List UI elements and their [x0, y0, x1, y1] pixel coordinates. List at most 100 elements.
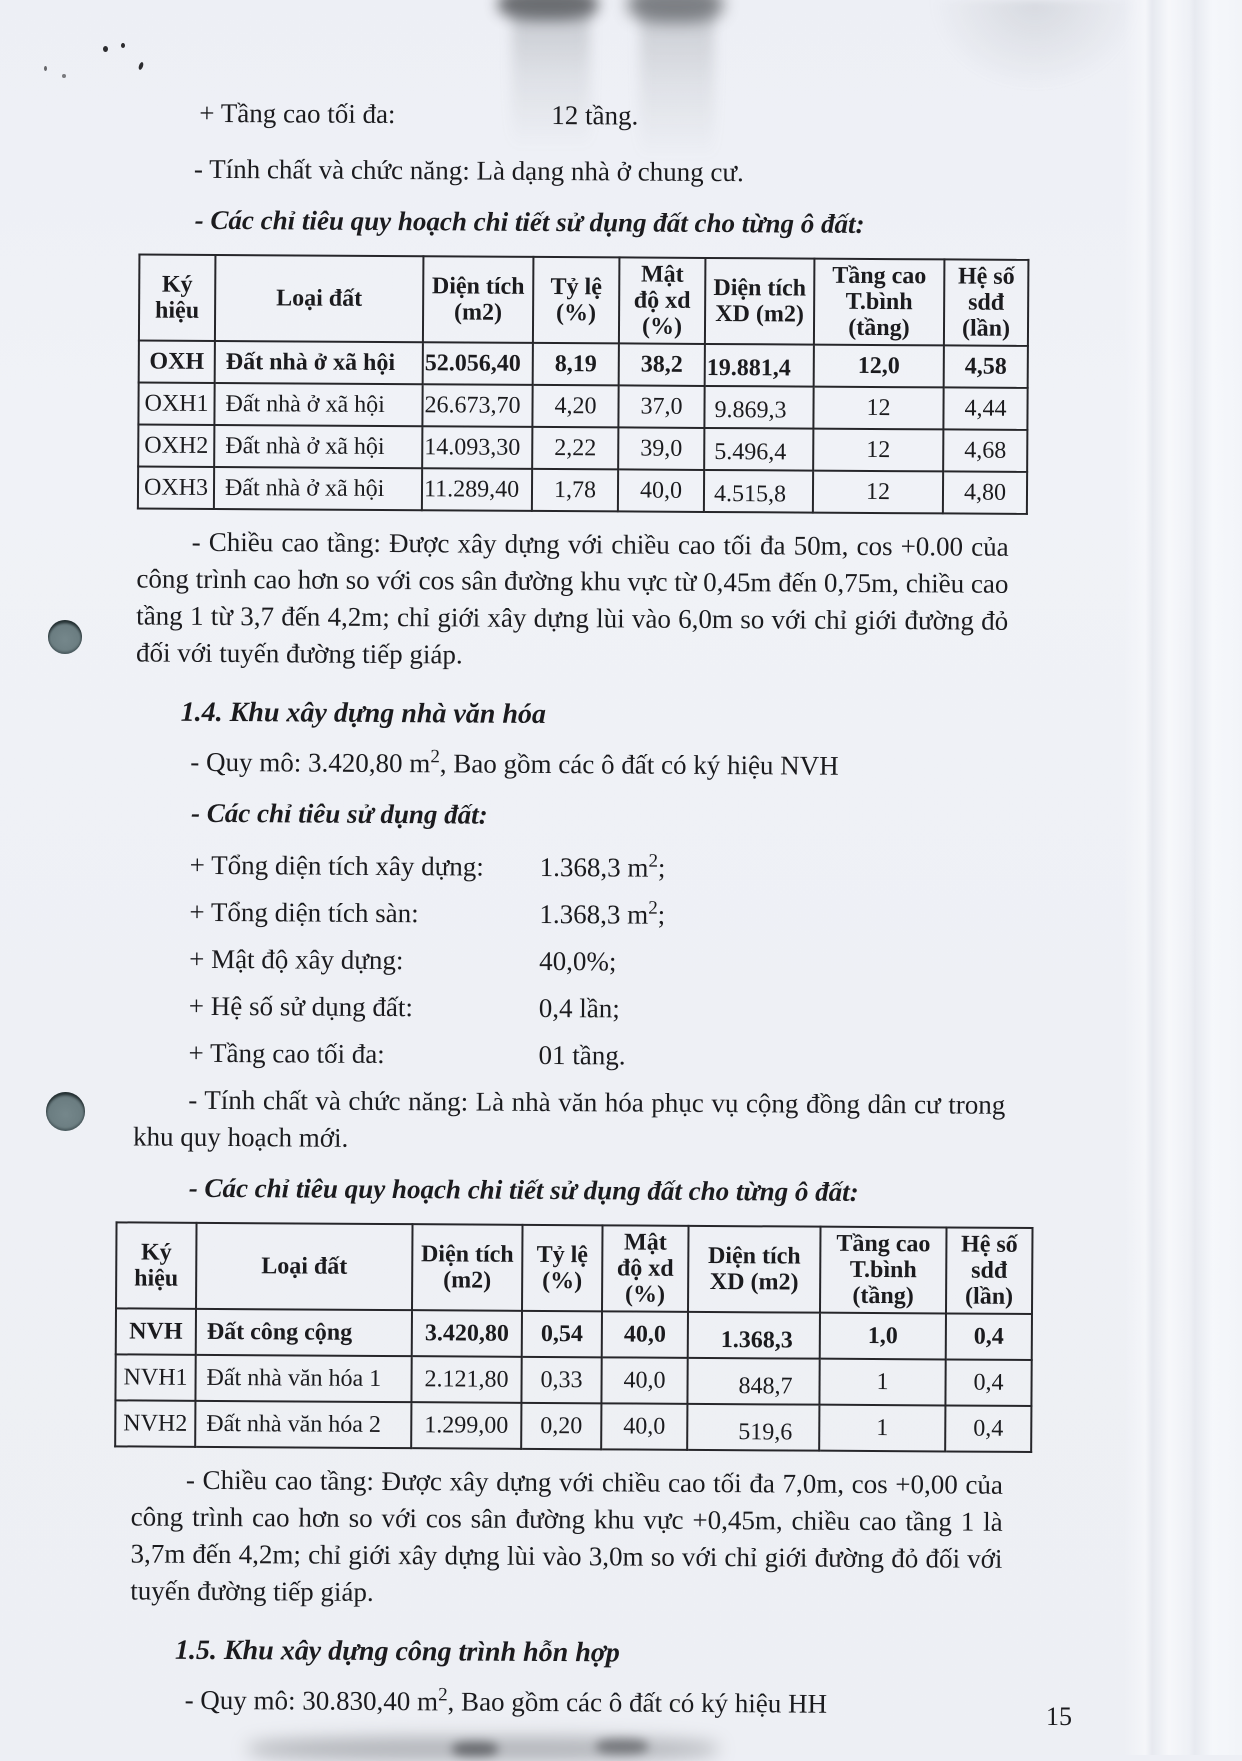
value-text: 1.368,3 m — [539, 899, 648, 930]
table-cell: 4.515,8 — [704, 470, 813, 513]
function-paragraph-1-4: - Tính chất và chức năng: Là nhà văn hóa… — [133, 1081, 1005, 1160]
table-cell: 8,19 — [533, 343, 619, 386]
indicator-label: + Tổng diện tích sàn: — [189, 894, 539, 932]
table-cell: 0,4 — [945, 1405, 1031, 1452]
table-cell: 0,4 — [945, 1359, 1031, 1406]
section-1-5-heading: 1.5. Khu xây dựng công trình hỗn hợp — [175, 1632, 1232, 1676]
table-cell: 0,33 — [521, 1357, 601, 1403]
table-cell: NVH — [116, 1308, 196, 1354]
table-cell: 19.881,4 — [705, 344, 814, 387]
table-cell: 3.420,80 — [412, 1310, 522, 1357]
value-text: 40,0% — [539, 946, 609, 976]
scale-text: - Quy mô: 30.830,40 m — [185, 1685, 439, 1717]
column-header: Tầng cao T.bình (tầng) — [820, 1227, 947, 1314]
value-tail: . — [619, 1040, 626, 1070]
indicator-value: 01 tầng. — [538, 1037, 625, 1074]
indicator-label: + Hệ số sử dụng đất: — [189, 988, 539, 1026]
criteria-table-heading-2: - Các chỉ tiêu quy hoạch chi tiết sử dụn… — [189, 1170, 1235, 1212]
scale-text: , Bao gồm các ô đất có ký hiệu NVH — [440, 748, 839, 780]
table-cell: 4,44 — [943, 387, 1027, 430]
table-cell: 1.299,00 — [411, 1402, 521, 1449]
value-tail: ; — [612, 993, 620, 1023]
max-floors-label: + Tầng cao tối đa: — [199, 95, 551, 133]
value-tail: ; — [609, 946, 617, 976]
indicator-value: 1.368,3 m2; — [540, 849, 666, 886]
superscript: 2 — [648, 898, 658, 919]
column-header: Diện tích (m2) — [412, 1224, 523, 1311]
value-tail: ; — [658, 900, 666, 930]
scale-line-1-4: - Quy mô: 3.420,80 m2, Bao gồm các ô đất… — [190, 744, 1027, 786]
indicator-line: + Tổng diện tích sàn: 1.368,3 m2; — [189, 894, 1236, 936]
superscript: 2 — [648, 851, 658, 872]
table-cell: 40,0 — [618, 469, 704, 512]
scanner-smudge-bottom — [452, 1742, 498, 1756]
table-cell: OXH — [139, 340, 215, 382]
table-cell: 9.869,3 — [704, 386, 813, 429]
table-cell: 4,20 — [532, 385, 618, 428]
column-header: Loại đất — [196, 1223, 413, 1310]
table-cell: Đất nhà ở xã hội — [214, 425, 422, 468]
height-note-paragraph-1: - Chiều cao tầng: Được xây dựng với chiề… — [136, 523, 1009, 676]
scale-text: - Quy mô: 3.420,80 m — [190, 747, 430, 778]
table-cell: 2,22 — [532, 427, 618, 470]
table-cell: Đất nhà ở xã hội — [214, 383, 422, 426]
table-cell: 4,68 — [943, 429, 1027, 472]
column-header: Diện tích XD (m2) — [705, 258, 815, 345]
column-header: Ký hiệu — [139, 254, 216, 340]
table-cell: Đất nhà ở xã hội — [214, 467, 422, 510]
column-header: Mật độ xd (%) — [619, 257, 706, 344]
scale-line-1-5: - Quy mô: 30.830,40 m2, Bao gồm các ô đấ… — [185, 1682, 1022, 1724]
value-text: 01 tầng — [538, 1040, 618, 1070]
table-cell: OXH3 — [138, 466, 214, 508]
indicator-line: + Tầng cao tối đa: 01 tầng. — [188, 1035, 1235, 1077]
indicator-label: + Tầng cao tối đa: — [188, 1035, 538, 1073]
scanner-smudge-bottom — [248, 1737, 718, 1761]
table-cell: NVH2 — [115, 1400, 195, 1446]
function-line: - Tính chất và chức năng: Là dạng nhà ở … — [194, 151, 1031, 193]
table-cell: OXH1 — [138, 382, 214, 424]
table-cell: 26.673,70 — [422, 384, 532, 427]
indicator-label: + Mật độ xây dựng: — [189, 941, 539, 979]
column-header: Mật độ xd (%) — [602, 1225, 689, 1312]
superscript: 2 — [430, 746, 440, 767]
indicator-line: + Tổng diện tích xây dựng: 1.368,3 m2; — [190, 847, 1237, 889]
column-header: Tỷ lệ (%) — [522, 1225, 603, 1311]
scale-text: , Bao gồm các ô đất có ký hiệu HH — [448, 1686, 828, 1718]
table-cell: 38,2 — [619, 343, 705, 386]
indicator-list: + Tổng diện tích xây dựng: 1.368,3 m2; +… — [0, 846, 1237, 1078]
column-header: Tỷ lệ (%) — [533, 257, 620, 344]
column-header: Loại đất — [215, 255, 424, 342]
criteria-table-heading-1: - Các chỉ tiêu quy hoạch chi tiết sử dụn… — [195, 202, 1241, 244]
scanner-smudge-bottom — [596, 1739, 648, 1754]
table-cell: 52.056,40 — [423, 342, 533, 385]
table-cell: Đất công cộng — [196, 1309, 412, 1356]
table-cell: 5.496,4 — [704, 428, 813, 471]
table-cell: 1,78 — [532, 469, 618, 512]
table-cell: 14.093,30 — [422, 426, 532, 469]
value-text: 1.368,3 m — [540, 852, 649, 883]
table-cell: 4,80 — [943, 471, 1027, 514]
table-cell: 40,0 — [601, 1403, 687, 1450]
column-header: Tầng cao T.bình (tầng) — [814, 259, 945, 346]
table-cell: 2.121,80 — [411, 1356, 521, 1403]
table-cell: Đất nhà văn hóa 2 — [195, 1401, 411, 1448]
column-header: Ký hiệu — [116, 1222, 197, 1308]
table-cell: 12 — [813, 429, 943, 472]
criteria-heading-1-4: - Các chỉ tiêu sử dụng đất: — [191, 795, 1237, 837]
table-cell: 848,7 — [687, 1358, 819, 1405]
column-header: Hệ số sdđ (lần) — [944, 259, 1029, 346]
table-cell: 40,0 — [601, 1357, 687, 1404]
table-cell: 40,0 — [602, 1311, 688, 1358]
table-cell: 11.289,40 — [422, 468, 532, 511]
